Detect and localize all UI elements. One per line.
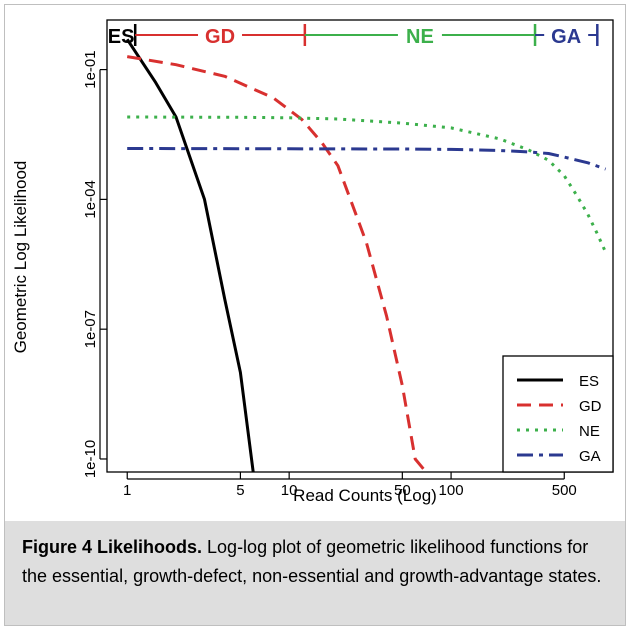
caption-band (5, 521, 625, 625)
series-line-ga (127, 147, 607, 171)
series-line-es (125, 38, 255, 472)
y-tick-label: 1e-01 (82, 50, 99, 88)
x-tick-label: 50 (394, 482, 411, 499)
x-tick-label: 100 (439, 482, 464, 499)
likelihood-chart: 1 5 10 50 100 500 1e-10 1e-07 1e-04 1e-01 ES GD NE G… (11, 19, 614, 505)
legend-label-gd: GD (579, 398, 602, 415)
state-label-ne: NE (406, 26, 434, 48)
series-line-gd (126, 55, 428, 472)
y-tick-label: 1e-07 (82, 310, 99, 348)
state-label-ga: GA (551, 26, 581, 48)
figure-caption: Figure 4 Likelihoods. Log-log plot of ge… (22, 533, 616, 591)
x-tick-label: 1 (123, 482, 131, 499)
legend-box (502, 355, 614, 473)
figure-panel: 1 5 10 50 100 500 1e-10 1e-07 1e-04 1e-01 ES GD NE G… (4, 4, 626, 626)
y-tick-label: 1e-04 (82, 180, 99, 218)
series-line-ne (127, 115, 607, 253)
legend-label-ne: NE (579, 423, 600, 440)
x-axis-label: Read Counts (Log) (293, 486, 437, 505)
caption-title: Figure 4 Likelihoods. (22, 537, 203, 557)
plot-frame (106, 19, 614, 473)
state-label-gd: GD (205, 26, 235, 48)
y-tick-label: 1e-10 (82, 440, 99, 478)
x-tick-label: 5 (236, 482, 244, 499)
x-tick-label: 10 (281, 482, 298, 499)
state-label-es: ES (108, 26, 135, 48)
caption-body: Log-log plot of geometric likelihood fun… (22, 537, 602, 586)
x-tick-label: 500 (552, 482, 577, 499)
legend-label-ga: GA (579, 448, 601, 465)
legend-label-es: ES (579, 373, 599, 390)
y-axis-label: Geometric Log Likelihood (11, 161, 30, 354)
